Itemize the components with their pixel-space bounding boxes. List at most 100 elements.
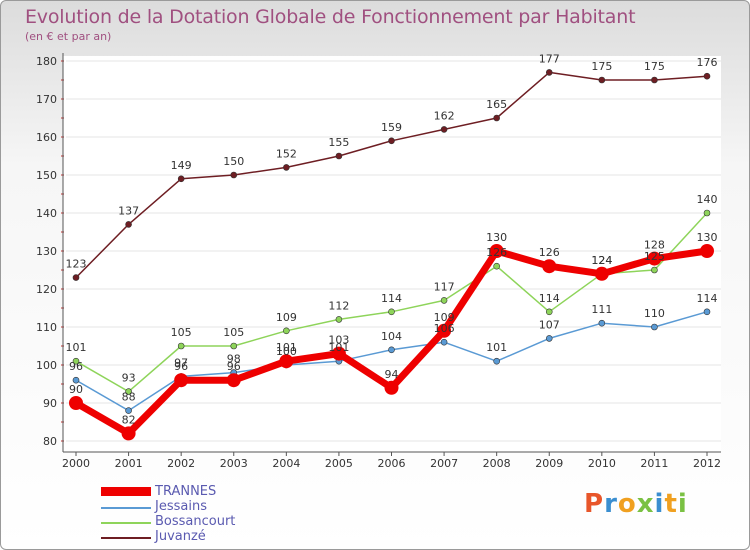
data-label: 155 <box>328 136 349 149</box>
data-point-bossancourt <box>703 209 711 217</box>
legend-label-trannes: TRANNES <box>155 484 217 499</box>
data-label: 159 <box>381 121 402 134</box>
x-tick-label: 2006 <box>378 457 406 470</box>
data-label: 88 <box>122 391 136 404</box>
logo-letter: i <box>654 489 665 519</box>
data-label: 149 <box>171 159 192 172</box>
data-label: 114 <box>697 292 718 305</box>
x-tick-label: 2008 <box>483 457 511 470</box>
data-label: 114 <box>539 292 560 305</box>
x-tick-label: 2004 <box>272 457 300 470</box>
chart-subtitle: (en € et par an) <box>25 30 112 43</box>
data-point-trannes <box>384 380 399 395</box>
x-tick-label: 2002 <box>167 457 195 470</box>
data-label: 130 <box>697 231 718 244</box>
data-label: 98 <box>227 353 241 366</box>
data-point-juvanz <box>72 274 80 281</box>
y-tick-label: 140 <box>36 207 57 220</box>
x-tick-label: 2005 <box>325 457 353 470</box>
x-tick-label: 2009 <box>535 457 563 470</box>
data-label: 130 <box>486 231 507 244</box>
legend-label-juvanze: Juvanzé <box>155 529 206 544</box>
data-point-trannes <box>437 323 452 338</box>
legend-item-jessains: Jessains <box>101 499 301 515</box>
data-label: 109 <box>434 311 455 324</box>
data-point-juvanz <box>388 137 395 145</box>
data-point-trannes <box>174 373 189 388</box>
legend-swatch-juvanze <box>101 537 151 539</box>
logo-letter: x <box>636 489 655 519</box>
data-label: 101 <box>328 341 349 354</box>
y-tick-label: 100 <box>36 359 57 372</box>
y-tick-label: 150 <box>36 169 57 182</box>
y-tick-label: 110 <box>36 321 57 334</box>
data-label: 114 <box>381 292 402 305</box>
data-point-juvanz <box>335 152 343 160</box>
x-tick-label: 2007 <box>430 457 458 470</box>
data-label: 105 <box>171 326 192 339</box>
data-point-juvanz <box>177 175 185 183</box>
legend-swatch-trannes <box>101 487 151 496</box>
data-label: 101 <box>276 341 297 354</box>
data-label: 90 <box>69 383 83 396</box>
data-point-jessains <box>125 407 132 414</box>
legend-item-bossancourt: Bossancourt <box>101 514 301 530</box>
data-point-trannes <box>331 346 346 361</box>
data-label: 165 <box>486 98 507 111</box>
data-point-juvanz <box>440 126 448 133</box>
legend-item-trannes: TRANNES <box>101 484 301 500</box>
logo-letter: i <box>677 489 688 519</box>
x-tick-label: 2010 <box>588 457 616 470</box>
data-point-trannes <box>647 251 662 266</box>
data-label: 112 <box>328 299 349 312</box>
legend-swatch-jessains <box>101 507 151 509</box>
data-point-trannes <box>700 244 714 258</box>
data-label: 124 <box>591 254 612 267</box>
data-label: 177 <box>539 52 560 65</box>
y-tick-label: 120 <box>36 283 57 296</box>
data-point-bossancourt <box>177 342 185 350</box>
data-label: 176 <box>697 56 718 69</box>
data-point-bossancourt <box>230 342 238 350</box>
data-point-trannes <box>121 426 136 441</box>
data-point-trannes <box>279 354 294 369</box>
data-label: 107 <box>539 318 560 331</box>
y-tick-label: 160 <box>36 131 57 144</box>
data-point-trannes <box>542 259 557 274</box>
data-label: 125 <box>644 250 665 263</box>
data-label: 104 <box>381 330 402 343</box>
y-tick-label: 170 <box>36 93 57 106</box>
y-tick-label: 80 <box>43 435 57 448</box>
data-label: 140 <box>697 193 718 206</box>
data-label: 106 <box>434 322 455 335</box>
y-tick-label: 130 <box>36 245 57 258</box>
data-label: 96 <box>174 360 188 373</box>
data-label: 126 <box>539 246 560 259</box>
data-point-trannes <box>226 373 241 388</box>
logo-letter: r <box>604 489 618 519</box>
y-tick-label: 180 <box>36 55 57 68</box>
y-tick-label: 90 <box>43 397 57 410</box>
data-label: 96 <box>227 360 241 373</box>
data-label: 100 <box>276 345 297 358</box>
data-label: 150 <box>223 155 244 168</box>
data-point-jessains <box>388 346 395 354</box>
data-point-jessains <box>493 357 500 365</box>
data-label: 123 <box>66 258 87 271</box>
legend: TRANNES Jessains Bossancourt Juvanzé <box>101 484 301 545</box>
data-label: 175 <box>644 60 665 73</box>
data-label: 105 <box>223 326 244 339</box>
data-point-juvanz <box>125 221 132 228</box>
x-tick-label: 2003 <box>220 457 248 470</box>
data-label: 152 <box>276 147 297 160</box>
data-point-bossancourt <box>388 308 395 316</box>
data-point-jessains <box>703 308 711 316</box>
x-tick-label: 2001 <box>115 457 143 470</box>
data-label: 94 <box>385 368 399 381</box>
data-label: 111 <box>591 303 612 316</box>
data-point-juvanz <box>493 114 500 122</box>
data-point-bossancourt <box>125 388 132 395</box>
data-point-jessains <box>651 323 658 331</box>
